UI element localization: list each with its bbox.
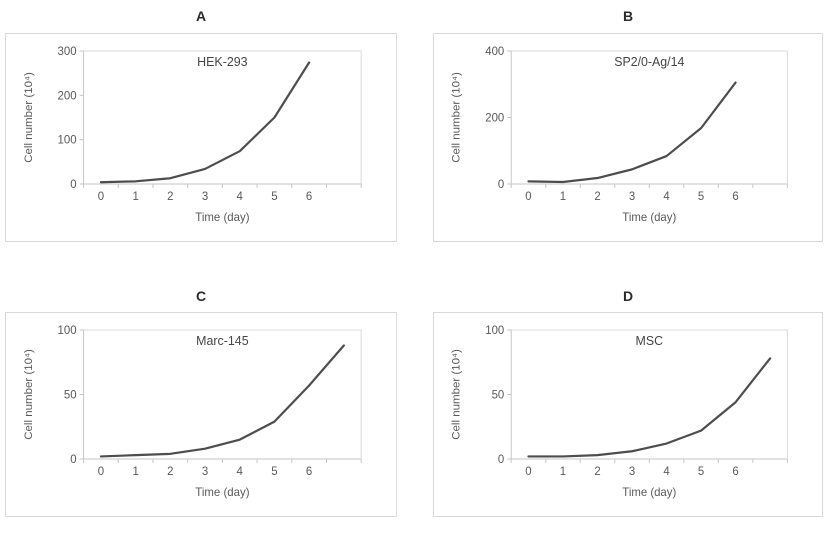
y-tick-label: 0 — [498, 179, 504, 191]
y-tick-label: 100 — [485, 325, 504, 337]
growth-curve-chart-msc: 0 50 100 0 1 2 3 4 5 6 Time (day) Cell number (10⁴)… — [451, 325, 788, 499]
plot-border — [511, 50, 788, 184]
panel-letter-b: B — [622, 8, 634, 24]
x-tick-label: 1 — [132, 466, 138, 478]
x-tick-label: 4 — [237, 191, 244, 203]
x-tick-label: 2 — [167, 191, 173, 203]
y-tick-label: 100 — [58, 325, 77, 337]
chart-box-sp20: 0 200 400 0 1 2 3 4 5 6 Time (day) Cell number (10⁴… — [433, 33, 823, 242]
x-axis-title: Time (day) — [195, 212, 249, 224]
x-tick-label: 6 — [306, 466, 312, 478]
y-tick-label: 200 — [485, 112, 504, 124]
panel-d: D 0 50 100 0 1 2 3 4 5 6 Time (day) Cell number (10… — [433, 242, 823, 517]
x-tick-label: 1 — [132, 191, 138, 203]
x-tick-label: 5 — [698, 191, 704, 203]
y-tick-label: 300 — [58, 46, 77, 58]
y-tick-label: 0 — [70, 179, 76, 191]
x-axis-title: Time (day) — [622, 487, 676, 499]
series-title: HEK-293 — [197, 55, 247, 69]
x-tick-label: 2 — [167, 466, 173, 478]
panel-letter-d: D — [622, 288, 634, 304]
x-axis-title: Time (day) — [195, 487, 249, 499]
y-tick-label: 50 — [492, 389, 505, 401]
chart-box-hek293: 0 100 200 300 0 1 2 3 4 5 6 Time (day) Cell number (… — [5, 33, 397, 242]
chart-box-marc145: 0 50 100 0 1 2 3 4 5 6 Time (day) Cell number (10⁴)… — [5, 312, 397, 517]
growth-curve — [99, 61, 311, 184]
growth-curve-chart-sp20: 0 200 400 0 1 2 3 4 5 6 Time (day) Cell number (10⁴… — [451, 46, 788, 224]
x-tick-label: 0 — [525, 191, 531, 203]
x-tick-label: 6 — [732, 191, 738, 203]
panel-a: A 0 100 200 300 0 1 2 3 4 5 6 Time (day) Cell number… — [5, 5, 397, 242]
x-tick-label: 1 — [560, 191, 566, 203]
series-title: SP2/0-Ag/14 — [614, 55, 684, 69]
x-tick-label: 2 — [594, 191, 600, 203]
chart-box-msc: 0 50 100 0 1 2 3 4 5 6 Time (day) Cell number (10⁴)… — [433, 312, 823, 517]
x-tick-label: 3 — [629, 191, 635, 203]
x-tick-label: 0 — [98, 191, 104, 203]
growth-curve-chart-hek293: 0 100 200 300 0 1 2 3 4 5 6 Time (day) Cell number (… — [23, 46, 362, 224]
x-axis-title: Time (day) — [622, 212, 676, 224]
series-title: Marc-145 — [196, 334, 249, 348]
y-tick-label: 100 — [58, 135, 77, 147]
growth-curve — [527, 357, 772, 458]
y-axis-title: Cell number (10⁴) — [451, 349, 463, 440]
y-axis-title: Cell number (10⁴) — [451, 72, 463, 163]
y-tick-label: 200 — [58, 90, 77, 102]
series-title: MSC — [636, 334, 663, 348]
y-tick-label: 400 — [485, 46, 504, 58]
panel-letter-a: A — [195, 8, 207, 24]
x-tick-label: 0 — [525, 466, 531, 478]
x-tick-label: 5 — [698, 466, 704, 478]
y-axis-title: Cell number (10⁴) — [23, 72, 35, 163]
x-tick-label: 1 — [560, 466, 566, 478]
x-tick-label: 4 — [663, 466, 670, 478]
panel-letter-c: C — [195, 288, 207, 304]
growth-curve — [99, 344, 345, 458]
x-tick-label: 4 — [237, 466, 244, 478]
panel-b: B 0 200 400 0 1 2 3 4 5 6 Time (day) Cell number (1… — [433, 5, 823, 242]
x-tick-label: 0 — [98, 466, 104, 478]
growth-curve — [527, 81, 737, 184]
plot-border — [511, 329, 788, 459]
x-tick-label: 3 — [202, 466, 208, 478]
panel-grid: A 0 100 200 300 0 1 2 3 4 5 6 Time (day) Cell number… — [5, 5, 823, 517]
x-tick-label: 6 — [732, 466, 738, 478]
growth-curve-chart-marc145: 0 50 100 0 1 2 3 4 5 6 Time (day) Cell number (10⁴)… — [23, 325, 362, 499]
x-tick-label: 6 — [306, 191, 312, 203]
y-axis-title: Cell number (10⁴) — [23, 349, 35, 440]
plot-border — [83, 50, 362, 184]
x-tick-label: 5 — [271, 191, 277, 203]
x-tick-label: 3 — [629, 466, 635, 478]
panel-c: C 0 50 100 0 1 2 3 4 5 6 Time (day) Cell number (10… — [5, 242, 397, 517]
x-tick-label: 5 — [271, 466, 277, 478]
x-tick-label: 3 — [202, 191, 208, 203]
x-tick-label: 2 — [594, 466, 600, 478]
y-tick-label: 50 — [64, 389, 77, 401]
y-tick-label: 0 — [70, 454, 76, 466]
y-tick-label: 0 — [498, 454, 504, 466]
plot-border — [83, 329, 362, 459]
x-tick-label: 4 — [663, 191, 670, 203]
